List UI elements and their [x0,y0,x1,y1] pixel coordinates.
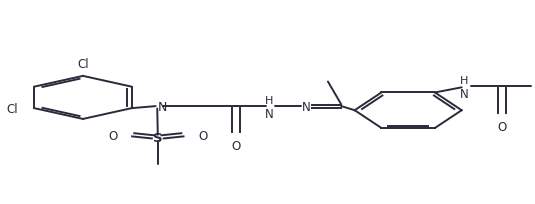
Text: Cl: Cl [77,58,89,70]
Text: O: O [497,121,507,133]
Text: N: N [157,100,166,113]
Text: H: H [460,76,469,86]
Text: S: S [153,132,163,145]
Text: Cl: Cl [6,102,18,115]
Text: N: N [302,100,311,113]
Text: O: O [109,130,118,143]
Text: N: N [460,88,469,101]
Text: H: H [265,96,273,106]
Text: O: O [231,139,241,152]
Text: N: N [265,108,273,121]
Text: O: O [198,130,207,143]
